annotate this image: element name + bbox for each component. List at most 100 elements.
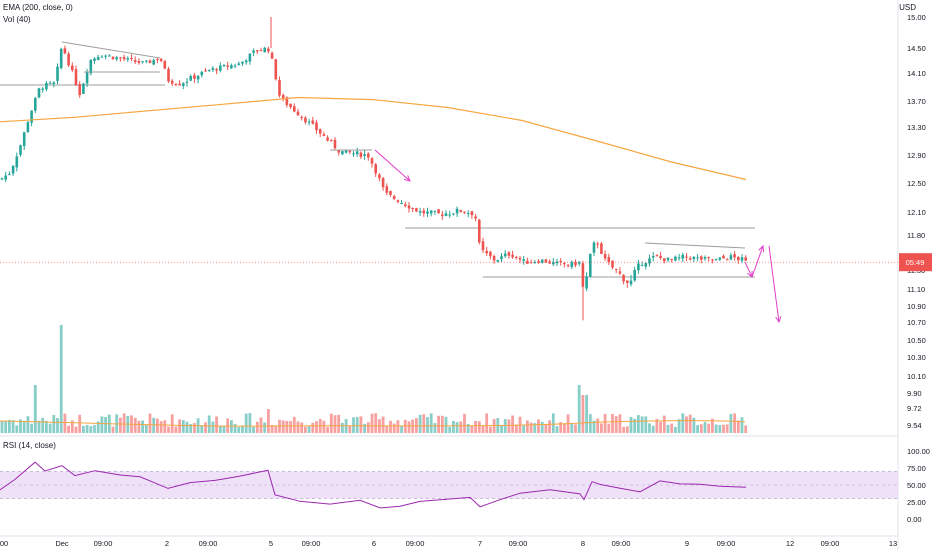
candle-body	[511, 254, 514, 258]
volume-bar	[466, 423, 470, 433]
volume-bar	[692, 417, 696, 433]
candle-body	[300, 117, 303, 119]
volume-bar	[392, 423, 396, 433]
volume-bar	[696, 425, 699, 433]
candle-body	[422, 210, 426, 214]
volume-bar	[585, 395, 588, 433]
volume-bar	[244, 413, 248, 433]
rsi-legend: RSI (14, close)	[3, 441, 56, 450]
candle-body	[170, 80, 174, 84]
volume-bar	[156, 418, 159, 433]
candle-body	[133, 60, 137, 62]
volume-bars	[0, 325, 748, 433]
volume-bar	[300, 422, 304, 433]
volume-bar	[52, 414, 56, 433]
candle-body	[744, 257, 747, 261]
candle-body	[48, 82, 52, 84]
candle-body	[725, 259, 729, 261]
volume-bar	[703, 421, 707, 433]
time-tick-label: 09:00	[406, 539, 425, 548]
time-tick-label: 9	[685, 539, 689, 548]
candle-body	[385, 186, 389, 193]
candle-body	[178, 83, 181, 86]
volume-bar	[588, 414, 592, 433]
volume-bar	[659, 421, 662, 433]
candle-body	[252, 50, 255, 53]
volume-bar	[529, 422, 533, 433]
candle-body	[566, 265, 570, 267]
candle-body	[378, 174, 381, 179]
volume-bar	[740, 417, 744, 433]
volume-bar	[315, 421, 318, 433]
candle-body	[207, 69, 211, 71]
volume-bar	[381, 416, 385, 433]
volume-bar	[237, 426, 241, 433]
candle-body	[333, 139, 337, 149]
candle-body	[281, 94, 285, 99]
candle-body	[93, 58, 96, 61]
candle-body	[381, 178, 385, 188]
candle-body	[685, 256, 688, 258]
candle-body	[37, 88, 41, 98]
volume-bar	[144, 424, 148, 433]
volume-bar	[437, 415, 440, 433]
candle-body	[330, 140, 333, 142]
candle-body	[592, 242, 596, 253]
candle-body	[607, 257, 611, 263]
volume-bar	[440, 415, 444, 433]
candle-body	[555, 261, 559, 264]
volume-bar	[711, 418, 714, 433]
time-tick-label: 12	[786, 539, 794, 548]
candle-body	[466, 213, 470, 215]
rsi-axis: 100.00 75.00 50.00 25.00 0.00	[907, 447, 930, 524]
volume-bar	[204, 422, 207, 433]
volume-bar	[159, 421, 163, 433]
volume-bar	[722, 424, 725, 433]
volume-bar	[459, 421, 463, 433]
candle-body	[119, 57, 122, 59]
volume-bar	[611, 414, 614, 433]
volume-bar	[618, 414, 622, 433]
candle-body	[585, 276, 588, 289]
candle-body	[589, 253, 592, 277]
candle-body	[622, 274, 625, 282]
price-tick-label: 12.90	[907, 151, 926, 160]
volume-bar	[725, 424, 729, 433]
candle-body	[344, 149, 348, 153]
volume-bar	[96, 421, 100, 433]
candle-body	[426, 211, 429, 214]
candle-body	[603, 254, 607, 259]
candle-body	[59, 48, 63, 69]
volume-bar	[607, 423, 611, 433]
candle-body	[670, 258, 673, 260]
arrow-annotation	[374, 149, 411, 182]
volume-bar	[181, 420, 185, 433]
volume-bar	[670, 423, 674, 433]
candle-body	[363, 154, 366, 157]
candle-body	[533, 262, 537, 264]
candle-body	[244, 60, 248, 63]
volume-bar	[41, 417, 45, 433]
price-tick-label: 11.80	[907, 231, 925, 240]
volume-bar	[366, 422, 370, 433]
candle-body	[11, 165, 15, 174]
candle-body	[237, 63, 241, 66]
candle-body	[267, 48, 270, 52]
candle-body	[600, 243, 603, 254]
candle-body	[355, 151, 359, 155]
candle-body	[22, 132, 26, 147]
drawing-annotations	[61, 41, 782, 324]
candle-body	[522, 259, 525, 261]
candle-body	[41, 88, 44, 90]
candle-body	[152, 59, 155, 65]
time-tick-label: 09:00	[612, 539, 631, 548]
candle-body	[311, 120, 315, 124]
volume-bar	[241, 425, 244, 433]
candle-body	[574, 261, 577, 266]
candle-body	[648, 258, 651, 264]
volume-bar	[341, 422, 344, 433]
volume-bar	[581, 395, 585, 433]
candle-body	[359, 152, 363, 157]
current-price-badge	[899, 253, 932, 272]
